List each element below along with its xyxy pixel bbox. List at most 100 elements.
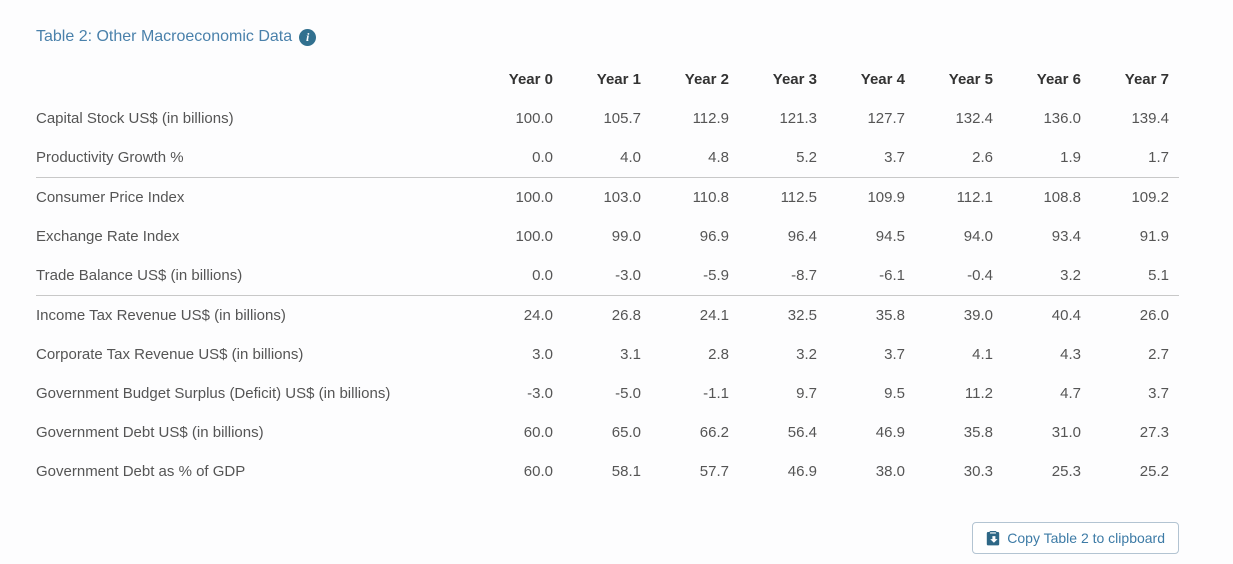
cell-value: 46.9 bbox=[875, 424, 905, 441]
row-label: Trade Balance US$ (in billions) bbox=[36, 256, 475, 296]
cell-value: 109.9 bbox=[867, 189, 905, 206]
cell-value: 91.9 bbox=[1139, 228, 1169, 245]
row-label: Government Budget Surplus (Deficit) US$ … bbox=[36, 385, 391, 402]
cell-value: 11.2 bbox=[964, 385, 993, 402]
cell-value: 27.3 bbox=[1139, 424, 1169, 441]
table-header-row: Year 0 Year 1 Year 2 Year 3 Year 4 Year 5 Year… bbox=[36, 60, 1179, 99]
row-label: Exchange Rate Index bbox=[36, 228, 180, 245]
cell-value: 3.7 bbox=[1148, 385, 1169, 402]
cell-value: 4.8 bbox=[651, 138, 739, 178]
cell-value: 2.8 bbox=[708, 346, 729, 363]
row-label: Income Tax Revenue US$ (in billions) bbox=[36, 307, 286, 324]
cell-value: 60.0 bbox=[523, 424, 553, 441]
cell-value: 96.4 bbox=[787, 228, 817, 245]
table-row: Income Tax Revenue US$ (in billions) 24.0… bbox=[36, 296, 1179, 336]
cell-value: 4.1 bbox=[972, 346, 993, 363]
table-row: Productivity Growth % 0.0 4.0 4.8 5.2 3.7 2.6 1… bbox=[36, 138, 1179, 178]
cell-value: 99.0 bbox=[611, 228, 641, 245]
column-header-year-5: Year 5 bbox=[948, 71, 993, 88]
cell-value: 26.8 bbox=[611, 307, 641, 324]
cell-value: 132.4 bbox=[955, 110, 993, 127]
button-row: Copy Table 2 to clipboard bbox=[36, 522, 1179, 554]
column-header-year-7: Year 7 bbox=[1124, 71, 1169, 88]
cell-value: 58.1 bbox=[611, 463, 641, 480]
cell-value: 103.0 bbox=[603, 189, 641, 206]
cell-value: -0.4 bbox=[915, 256, 1003, 296]
copy-table-button-label: Copy Table 2 to clipboard bbox=[1007, 530, 1165, 546]
cell-value: 66.2 bbox=[699, 424, 729, 441]
row-label: Productivity Growth % bbox=[36, 138, 475, 178]
cell-value: 2.7 bbox=[1148, 346, 1169, 363]
cell-value: 32.5 bbox=[787, 307, 817, 324]
cell-value: 4.0 bbox=[563, 138, 651, 178]
table-row: Government Budget Surplus (Deficit) US$ … bbox=[36, 374, 1179, 413]
cell-value: 9.5 bbox=[884, 385, 905, 402]
cell-value: 24.1 bbox=[699, 307, 729, 324]
table-row: Consumer Price Index 100.0 103.0 110.8 112.5… bbox=[36, 178, 1179, 218]
cell-value: -6.1 bbox=[827, 256, 915, 296]
cell-value: 112.1 bbox=[956, 189, 993, 206]
cell-value: 110.8 bbox=[692, 189, 729, 206]
cell-value: 26.0 bbox=[1139, 307, 1169, 324]
cell-value: 112.9 bbox=[692, 110, 729, 127]
copy-table-button[interactable]: Copy Table 2 to clipboard bbox=[972, 522, 1179, 554]
cell-value: 30.3 bbox=[963, 463, 993, 480]
row-label: Government Debt US$ (in billions) bbox=[36, 424, 264, 441]
cell-value: 3.2 bbox=[796, 346, 817, 363]
cell-value: -1.1 bbox=[703, 385, 729, 402]
cell-value: 38.0 bbox=[875, 463, 905, 480]
column-header-year-1: Year 1 bbox=[596, 71, 641, 88]
cell-value: 105.7 bbox=[603, 110, 641, 127]
column-header-year-3: Year 3 bbox=[772, 71, 817, 88]
row-label: Corporate Tax Revenue US$ (in billions) bbox=[36, 346, 304, 363]
cell-value: 94.5 bbox=[875, 228, 905, 245]
cell-value: 2.6 bbox=[915, 138, 1003, 178]
row-label: Capital Stock US$ (in billions) bbox=[36, 110, 234, 127]
cell-value: 46.9 bbox=[787, 463, 817, 480]
cell-value: -5.0 bbox=[615, 385, 641, 402]
cell-value: 112.5 bbox=[780, 189, 817, 206]
cell-value: 0.0 bbox=[475, 256, 563, 296]
cell-value: 3.0 bbox=[532, 346, 553, 363]
cell-value: 3.1 bbox=[620, 346, 641, 363]
cell-value: 3.2 bbox=[1003, 256, 1091, 296]
cell-value: 1.9 bbox=[1003, 138, 1091, 178]
cell-value: 24.0 bbox=[523, 307, 553, 324]
cell-value: 56.4 bbox=[787, 424, 817, 441]
cell-value: 1.7 bbox=[1091, 138, 1179, 178]
cell-value: 136.0 bbox=[1043, 110, 1081, 127]
page-title: Table 2: Other Macroeconomic Data bbox=[36, 28, 293, 45]
cell-value: 93.4 bbox=[1051, 228, 1081, 245]
table-row: Trade Balance US$ (in billions) 0.0 -3.0 -5… bbox=[36, 256, 1179, 296]
cell-value: 96.9 bbox=[699, 228, 729, 245]
table-row: Capital Stock US$ (in billions) 100.0 105.… bbox=[36, 99, 1179, 138]
cell-value: 100.0 bbox=[515, 110, 553, 127]
cell-value: 25.2 bbox=[1139, 463, 1169, 480]
row-label-header bbox=[36, 60, 475, 99]
cell-value: 94.0 bbox=[963, 228, 993, 245]
cell-value: 25.3 bbox=[1051, 463, 1081, 480]
column-header-year-2: Year 2 bbox=[684, 71, 729, 88]
cell-value: 35.8 bbox=[963, 424, 993, 441]
info-circle-icon[interactable]: i bbox=[299, 28, 317, 46]
row-label: Government Debt as % of GDP bbox=[36, 463, 246, 480]
table-row: Government Debt as % of GDP 60.0 58.1 57.7 4… bbox=[36, 452, 1179, 491]
cell-value: 3.7 bbox=[827, 138, 915, 178]
cell-value: 121.3 bbox=[779, 110, 817, 127]
cell-value: 109.2 bbox=[1131, 189, 1169, 206]
cell-value: -3.0 bbox=[527, 385, 553, 402]
table-row: Exchange Rate Index 100.0 99.0 96.9 96.4 94.5… bbox=[36, 217, 1179, 256]
cell-value: 57.7 bbox=[699, 463, 729, 480]
cell-value: 60.0 bbox=[523, 463, 553, 480]
cell-value: 108.8 bbox=[1043, 189, 1081, 206]
cell-value: 4.3 bbox=[1060, 346, 1081, 363]
cell-value: 9.7 bbox=[796, 385, 817, 402]
column-header-year-6: Year 6 bbox=[1036, 71, 1081, 88]
row-label: Consumer Price Index bbox=[36, 189, 185, 206]
column-header-year-0: Year 0 bbox=[508, 71, 553, 88]
cell-value: -3.0 bbox=[563, 256, 651, 296]
cell-value: 0.0 bbox=[475, 138, 563, 178]
table-row: Corporate Tax Revenue US$ (in billions) 3… bbox=[36, 335, 1179, 374]
cell-value: 3.7 bbox=[884, 346, 905, 363]
cell-value: 40.4 bbox=[1051, 307, 1081, 324]
